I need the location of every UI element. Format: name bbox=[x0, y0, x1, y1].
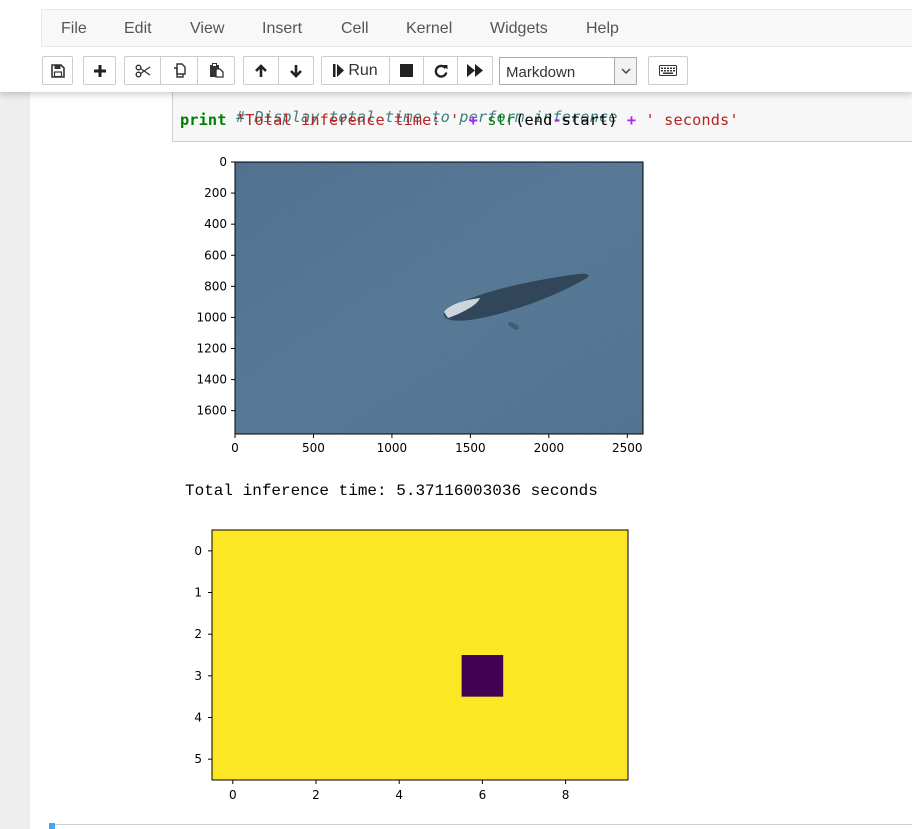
cut-button[interactable] bbox=[124, 56, 161, 85]
arrow-down-icon bbox=[290, 64, 302, 78]
whale-shape bbox=[443, 273, 589, 330]
cut-icon bbox=[135, 64, 150, 77]
menubar: File Edit View Insert Cell Kernel Widget… bbox=[41, 9, 912, 47]
heatmap-axes: 0 2 4 6 8 0 1 2 3 4 5 bbox=[194, 529, 629, 802]
cell-type-value: Markdown bbox=[506, 64, 576, 81]
command-palette-button[interactable] bbox=[648, 56, 688, 85]
whale-flipper bbox=[508, 322, 519, 330]
code-line-2: print 'Total inference time: ' + str(end… bbox=[180, 111, 739, 129]
x-tick-label: 500 bbox=[302, 441, 325, 455]
inference-time-output: Total inference time: 5.37116003036 seco… bbox=[185, 482, 598, 500]
x-tick-label: 0 bbox=[229, 788, 237, 802]
menu-widgets[interactable]: Widgets bbox=[490, 20, 548, 37]
y-tick-label: 800 bbox=[204, 279, 227, 293]
plus-icon bbox=[93, 64, 106, 77]
y-tick-label: 2 bbox=[194, 627, 202, 641]
menu-cell[interactable]: Cell bbox=[341, 20, 369, 37]
restart-button[interactable] bbox=[424, 56, 458, 85]
move-down-button[interactable] bbox=[279, 56, 314, 85]
whale-plot-frame bbox=[234, 161, 644, 435]
detection-heatmap-plot: 0 2 4 6 8 0 1 2 3 4 5 bbox=[194, 529, 629, 802]
next-cell-border bbox=[50, 824, 912, 825]
whale-image-plot: 0 500 1000 1500 2000 2500 0 200 400 600 800 1000 120… bbox=[196, 155, 644, 455]
menu-insert[interactable]: Insert bbox=[262, 20, 303, 37]
notebook-container: # Display total time to perform inferenc… bbox=[30, 88, 912, 829]
step-icon bbox=[333, 64, 345, 77]
heatmap-background-cells bbox=[212, 530, 628, 780]
paste-icon bbox=[209, 63, 224, 78]
x-tick-label: 0 bbox=[231, 441, 239, 455]
run-all-button[interactable] bbox=[458, 56, 493, 85]
notebook-header: File Edit View Insert Cell Kernel Widget… bbox=[0, 0, 912, 92]
code-cell-input[interactable]: # Display total time to perform inferenc… bbox=[172, 88, 912, 142]
cell-selection-marker bbox=[49, 823, 55, 829]
save-icon bbox=[50, 63, 65, 78]
fast-forward-icon bbox=[467, 64, 483, 77]
x-tick-label: 2500 bbox=[612, 441, 643, 455]
y-tick-label: 1600 bbox=[196, 404, 227, 418]
sea-texture bbox=[235, 162, 643, 434]
whale-body bbox=[443, 273, 589, 321]
y-tick-label: 400 bbox=[204, 217, 227, 231]
y-tick-label: 600 bbox=[204, 248, 227, 262]
copy-button[interactable] bbox=[161, 56, 198, 85]
y-tick-label: 3 bbox=[194, 669, 202, 683]
y-tick-label: 4 bbox=[194, 711, 202, 725]
y-tick-label: 0 bbox=[219, 155, 227, 169]
code-keyword-print: print bbox=[180, 111, 227, 129]
whale-head-callosity bbox=[444, 298, 480, 318]
paste-button[interactable] bbox=[198, 56, 235, 85]
x-tick-label: 6 bbox=[479, 788, 487, 802]
menu-kernel[interactable]: Kernel bbox=[406, 20, 453, 37]
y-tick-label: 200 bbox=[204, 186, 227, 200]
copy-icon bbox=[173, 63, 186, 78]
y-tick-label: 1000 bbox=[196, 310, 227, 324]
x-tick-label: 8 bbox=[562, 788, 570, 802]
x-tick-label: 4 bbox=[395, 788, 403, 802]
code-operator-minus: - bbox=[552, 111, 562, 129]
interrupt-button[interactable] bbox=[390, 56, 424, 85]
insert-cell-button[interactable] bbox=[83, 56, 116, 85]
y-tick-label: 1 bbox=[194, 586, 202, 600]
code-operator-plus-2: + bbox=[626, 111, 637, 129]
code-args-1: (end bbox=[515, 111, 553, 129]
y-tick-label: 0 bbox=[194, 544, 202, 558]
keyboard-icon bbox=[659, 65, 677, 76]
move-up-button[interactable] bbox=[243, 56, 279, 85]
menu-edit[interactable]: Edit bbox=[124, 20, 152, 37]
code-string-1: 'Total inference time: ' bbox=[235, 111, 460, 129]
stop-icon bbox=[400, 64, 413, 77]
y-tick-label: 1200 bbox=[196, 342, 227, 356]
menu-file[interactable]: File bbox=[61, 20, 87, 37]
x-tick-label: 2000 bbox=[534, 441, 565, 455]
run-button[interactable]: Run bbox=[321, 56, 390, 85]
menu-help[interactable]: Help bbox=[586, 20, 619, 37]
heatmap-frame bbox=[211, 529, 629, 781]
code-operator-plus-1: + bbox=[468, 111, 478, 129]
whale-plot-axes: 0 500 1000 1500 2000 2500 0 200 400 600 800 1000 120… bbox=[196, 155, 644, 455]
code-comment: # Display total time to perform inferenc… bbox=[235, 108, 618, 126]
menu-view[interactable]: View bbox=[190, 20, 225, 37]
code-string-2: ' seconds' bbox=[645, 111, 739, 129]
save-button[interactable] bbox=[42, 56, 73, 85]
y-tick-label: 1400 bbox=[196, 373, 227, 387]
code-line-1: # Display total time to perform inferenc… bbox=[180, 90, 618, 144]
x-tick-label: 1000 bbox=[377, 441, 408, 455]
run-label: Run bbox=[348, 61, 378, 79]
x-tick-label: 1500 bbox=[455, 441, 486, 455]
cell-type-select[interactable]: Markdown bbox=[499, 57, 637, 85]
code-builtin-str: str bbox=[487, 111, 516, 129]
code-args-2: start) bbox=[561, 111, 618, 129]
x-tick-label: 2 bbox=[312, 788, 320, 802]
heatmap-low-cell bbox=[461, 655, 504, 697]
y-tick-label: 5 bbox=[194, 752, 202, 766]
chevron-down-icon bbox=[620, 67, 631, 74]
whale-photo bbox=[235, 162, 643, 434]
restart-icon bbox=[434, 64, 447, 78]
arrow-up-icon bbox=[255, 63, 267, 77]
cell-type-dropdown[interactable] bbox=[614, 58, 636, 84]
